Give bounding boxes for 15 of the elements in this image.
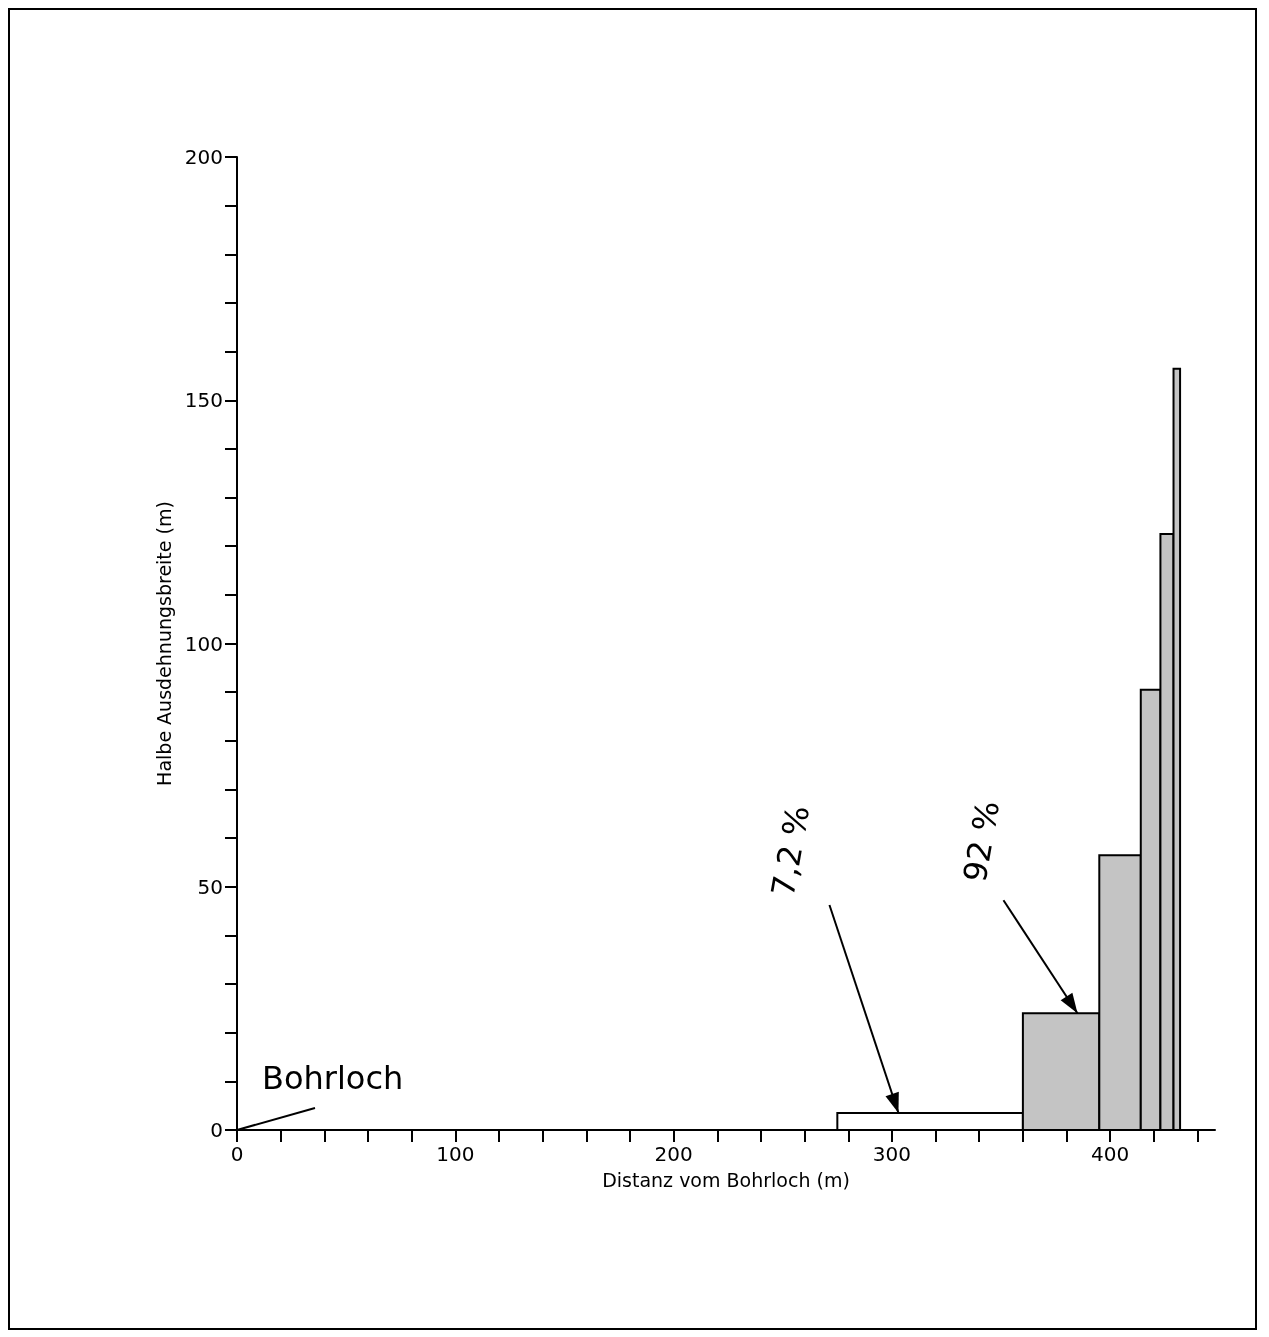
x-tick-label: 0: [230, 1142, 244, 1166]
y-axis-title: Halbe Ausdehnungsbreite (m): [153, 501, 176, 786]
y-tick-label: 200: [184, 145, 223, 169]
x-tick-label: 400: [1091, 1142, 1130, 1166]
annotation: Bohrloch: [262, 1059, 404, 1097]
x-tick-label: 100: [436, 1142, 475, 1166]
x-tick-label: 200: [654, 1142, 693, 1166]
annotation: 92 %: [955, 797, 1008, 885]
annotation: 7,2 %: [763, 802, 818, 900]
y-tick-label: 0: [210, 1118, 223, 1142]
y-tick-label: 150: [184, 388, 223, 413]
y-tick-label: 50: [197, 874, 223, 899]
x-axis-title: Distanz vom Bohrloch (m): [602, 1168, 850, 1191]
y-tick-label: 100: [184, 631, 223, 656]
x-tick-label: 300: [872, 1142, 911, 1166]
